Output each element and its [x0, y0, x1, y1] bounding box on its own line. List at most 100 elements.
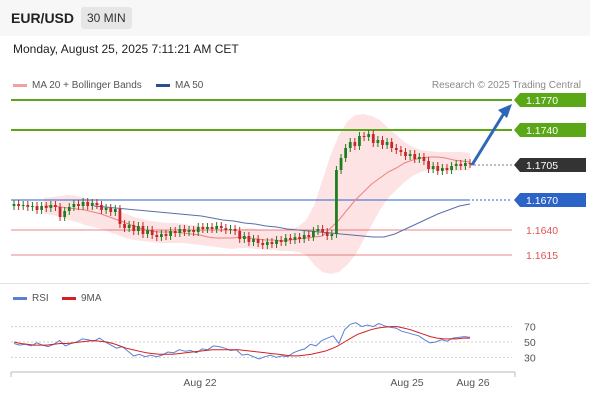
instrument-label: EUR/USD: [11, 10, 75, 26]
candle-body: [256, 239, 260, 243]
candle-body: [40, 206, 44, 210]
candle-body: [335, 170, 338, 234]
level-tag-label: 1.1740: [526, 125, 558, 137]
candle-body: [454, 164, 458, 166]
candle-body: [408, 154, 412, 156]
candle-body: [109, 208, 113, 212]
candle-body: [219, 226, 223, 228]
candle-body: [427, 161, 430, 169]
candle-body: [150, 230, 154, 235]
x-tick-label: Aug 25: [390, 377, 423, 389]
candle-body: [58, 207, 62, 217]
candle-body: [381, 140, 384, 145]
candle-body: [206, 227, 209, 229]
rsi-tick-label: 50: [524, 337, 536, 349]
candle-body: [192, 230, 196, 232]
candle-body: [284, 238, 288, 242]
x-tick-label: Aug 26: [456, 377, 489, 389]
candle-body: [100, 205, 103, 210]
candle-body: [215, 226, 219, 229]
rsi-line: [13, 322, 471, 360]
candle-body: [242, 236, 246, 239]
level-tag-label: 1.1705: [526, 160, 558, 172]
rsi-tick-label: 30: [524, 352, 536, 364]
candle-body: [104, 208, 108, 210]
candle-body: [233, 229, 237, 231]
candle-body: [86, 202, 90, 206]
candle-body: [275, 240, 278, 244]
level-tag-label: 1.1640: [526, 225, 558, 237]
candle-body: [224, 228, 228, 230]
candle-body: [376, 140, 380, 143]
ma20-legend-label: MA 20 + Bollinger Bands: [32, 80, 142, 91]
level-tag: [514, 93, 586, 107]
candle-body: [201, 227, 205, 229]
ma9-legend-label: 9MA: [81, 293, 102, 304]
candle-body: [270, 242, 274, 244]
candle-body: [367, 134, 371, 137]
candle-body: [229, 229, 232, 230]
candle-body: [468, 163, 472, 164]
level-labels: 1.1770 1.1740 1.1705 1.1670 1.1640 1.1615: [514, 93, 586, 262]
candle-body: [288, 238, 292, 240]
candle-body: [35, 206, 39, 210]
candle-body: [26, 205, 30, 207]
panel-divider: [0, 283, 590, 284]
level-tag: [514, 158, 586, 172]
candle-body: [459, 164, 463, 166]
candle-body: [113, 209, 117, 212]
candle-body: [399, 150, 403, 152]
candle-body: [44, 206, 48, 208]
candle-body: [247, 236, 251, 242]
candle-body: [422, 157, 426, 161]
candle-body: [123, 224, 126, 228]
candle-body: [31, 206, 34, 207]
candle-body: [312, 231, 315, 237]
legend-9ma: 9MA: [62, 293, 102, 304]
arrow-head: [498, 104, 512, 118]
time-axis: Aug 22 Aug 25 Aug 26: [10, 371, 516, 389]
candle-body: [54, 205, 57, 207]
candle-body: [187, 230, 191, 232]
candle-body: [436, 166, 440, 171]
candle-body: [118, 209, 122, 224]
candle-body: [95, 203, 99, 205]
research-credit: Research © 2025 Trading Central: [431, 80, 581, 91]
candle-body: [298, 237, 301, 239]
legend-ma50: MA 50: [156, 80, 203, 91]
candle-body: [196, 227, 200, 232]
candle-body: [325, 232, 329, 236]
candle-body: [173, 231, 177, 233]
legend-ma20: MA 20 + Bollinger Bands: [13, 80, 142, 91]
candle-body: [445, 168, 449, 170]
candle-body: [344, 148, 348, 158]
datetime-label: Monday, August 25, 2025 7:11:21 AM CET: [13, 42, 239, 56]
ma50-legend-label: MA 50: [175, 80, 204, 91]
candle-body: [141, 226, 145, 234]
candle-body: [178, 229, 182, 233]
rsi-swatch: [13, 297, 27, 300]
timeframe-button[interactable]: 30 MIN: [81, 7, 132, 29]
candle-body: [261, 243, 265, 245]
candle-body: [302, 235, 306, 239]
candle-body: [49, 205, 53, 208]
candle-body: [348, 142, 352, 148]
candle-body: [127, 225, 131, 228]
candle-body: [72, 204, 76, 207]
candle-body: [183, 229, 186, 232]
candle-body: [413, 154, 417, 159]
candle-body: [21, 205, 25, 206]
candle-body: [404, 152, 407, 156]
candle-body: [394, 148, 398, 150]
candle-body: [390, 142, 394, 148]
candle-body: [77, 204, 80, 206]
level-tag-label: 1.1770: [526, 95, 558, 107]
candle-body: [146, 230, 149, 234]
candle-body: [450, 166, 453, 170]
candle-body: [385, 142, 389, 145]
candle-body: [362, 136, 366, 137]
candle-body: [136, 226, 140, 231]
ma50-swatch: [156, 84, 170, 87]
candle-body: [12, 204, 16, 206]
